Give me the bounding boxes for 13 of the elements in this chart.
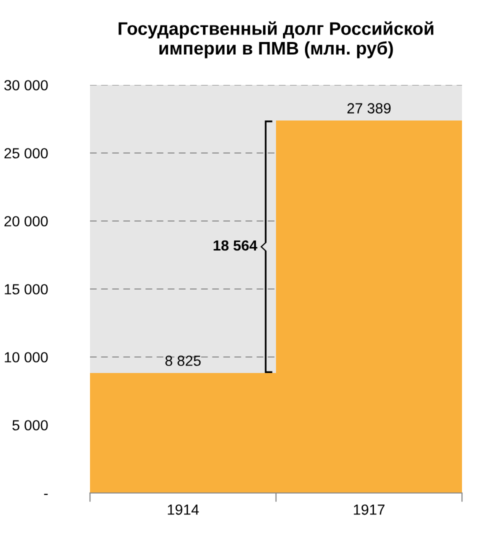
- y-tick-label: 30 000: [4, 80, 48, 90]
- y-tick-label: 5 000: [12, 420, 48, 430]
- annotation: 18 564: [214, 240, 258, 251]
- x-tick-label: 1917: [354, 504, 384, 515]
- text: 8 825: [165, 356, 201, 366]
- y-tick-label: -: [44, 494, 48, 495]
- y-tick-label: 20 000: [4, 216, 48, 226]
- chart-title: Государственный долг Российской империи в ПМВ (млн. руб): [118, 21, 434, 58]
- y-tick-label: 15 000: [4, 284, 48, 294]
- y-tick-label: 10 000: [4, 352, 48, 362]
- x-tick-label: 1914: [168, 504, 199, 515]
- y-tick-label: 25 000: [4, 148, 48, 158]
- text: 27 389: [347, 103, 391, 114]
